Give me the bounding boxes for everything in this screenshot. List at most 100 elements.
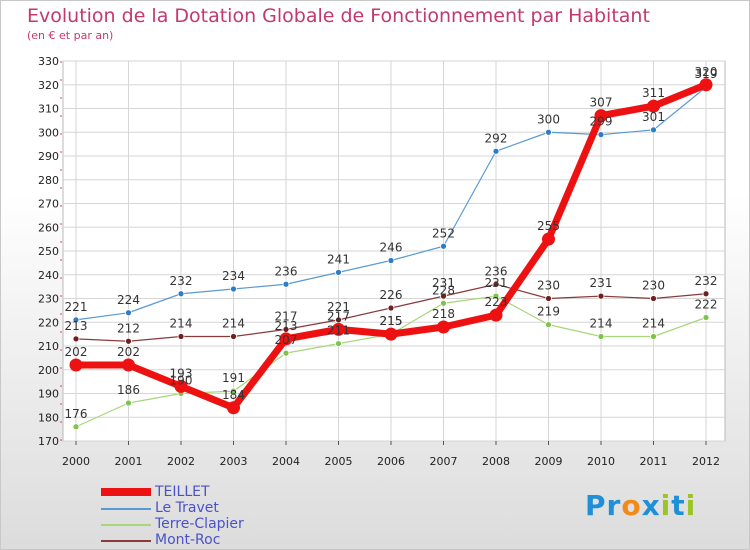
data-label: 252 bbox=[432, 226, 455, 240]
data-point-terre-clapier bbox=[492, 292, 500, 300]
x-tick-label: 2012 bbox=[692, 455, 720, 468]
data-label: 211 bbox=[327, 324, 350, 338]
data-point-mont-roc bbox=[702, 290, 710, 298]
data-label: 299 bbox=[590, 115, 613, 129]
data-point-terre-clapier bbox=[335, 340, 342, 348]
x-tick-label: 2009 bbox=[535, 455, 563, 468]
x-tick-label: 2000 bbox=[62, 455, 90, 468]
chart-subtitle: (en € et par an) bbox=[27, 29, 114, 42]
y-tick-label: 240 bbox=[38, 269, 59, 282]
y-tick-label: 270 bbox=[38, 198, 59, 211]
chart-title: Evolution de la Dotation Globale de Fonc… bbox=[27, 5, 650, 27]
data-label: 214 bbox=[642, 317, 665, 331]
x-tick-label: 2008 bbox=[482, 455, 510, 468]
data-label: 221 bbox=[65, 300, 88, 314]
legend-swatch-le-travet bbox=[101, 508, 151, 510]
data-label: 193 bbox=[170, 366, 193, 380]
data-label: 246 bbox=[380, 241, 403, 255]
x-tick-label: 2010 bbox=[587, 455, 615, 468]
data-label: 234 bbox=[222, 269, 245, 283]
data-label: 215 bbox=[380, 314, 403, 328]
data-label: 232 bbox=[695, 274, 718, 288]
data-point-teillet bbox=[69, 358, 83, 372]
data-point-le-travet bbox=[545, 128, 552, 136]
data-label: 300 bbox=[537, 112, 560, 126]
data-point-mont-roc bbox=[177, 333, 185, 340]
data-label: 232 bbox=[170, 274, 193, 288]
proxiti-logo: Proxiti bbox=[585, 489, 696, 522]
legend-item-terre-clapier: Terre-Clapier bbox=[101, 516, 321, 533]
data-point-mont-roc bbox=[440, 292, 447, 300]
y-tick-label: 180 bbox=[38, 411, 59, 424]
data-point-teillet bbox=[647, 99, 660, 113]
y-tick-label: 190 bbox=[38, 388, 59, 401]
data-point-terre-clapier bbox=[650, 333, 657, 340]
data-label: 221 bbox=[327, 300, 350, 314]
data-point-terre-clapier bbox=[702, 314, 710, 321]
y-tick-label: 260 bbox=[38, 221, 59, 234]
y-tick-label: 290 bbox=[38, 150, 59, 163]
data-label: 223 bbox=[485, 295, 508, 309]
legend-swatch-teillet bbox=[101, 488, 151, 496]
data-label: 214 bbox=[590, 317, 613, 331]
data-point-terre-clapier bbox=[545, 321, 552, 329]
y-tick-label: 280 bbox=[38, 174, 59, 187]
data-label: 184 bbox=[222, 388, 245, 402]
data-point-teillet bbox=[279, 332, 293, 346]
data-label: 301 bbox=[642, 110, 665, 124]
data-point-teillet bbox=[332, 322, 345, 336]
data-label: 226 bbox=[380, 288, 403, 302]
data-label: 230 bbox=[537, 279, 560, 293]
logo-letter: P bbox=[585, 489, 607, 522]
data-point-terre-clapier bbox=[282, 349, 290, 357]
data-point-mont-roc bbox=[492, 280, 500, 288]
data-point-teillet bbox=[122, 358, 135, 372]
x-tick-label: 2007 bbox=[430, 455, 458, 468]
data-point-le-travet bbox=[282, 280, 290, 288]
legend: TEILLET Le Travet Terre-Clapier Mont-Roc bbox=[101, 484, 321, 549]
y-tick-label: 320 bbox=[38, 79, 59, 92]
data-point-teillet bbox=[542, 232, 555, 246]
legend-swatch-mont-roc bbox=[101, 540, 151, 542]
logo-letter: t bbox=[671, 489, 686, 522]
data-point-le-travet bbox=[597, 131, 605, 139]
data-point-le-travet bbox=[650, 126, 657, 134]
data-point-mont-roc bbox=[72, 335, 80, 343]
data-point-teillet bbox=[489, 308, 503, 322]
data-label: 307 bbox=[590, 96, 613, 110]
x-tick-label: 2001 bbox=[115, 455, 143, 468]
data-label: 231 bbox=[485, 276, 508, 290]
y-tick-label: 300 bbox=[38, 126, 59, 139]
data-point-teillet bbox=[227, 401, 240, 415]
data-label: 213 bbox=[275, 319, 298, 333]
data-point-teillet bbox=[437, 320, 450, 334]
x-tick-label: 2005 bbox=[325, 455, 353, 468]
x-tick-label: 2002 bbox=[167, 455, 195, 468]
data-label: 217 bbox=[327, 309, 350, 323]
data-point-teillet bbox=[699, 78, 713, 92]
data-point-le-travet bbox=[440, 242, 447, 250]
data-label: 292 bbox=[485, 131, 508, 145]
data-label: 215 bbox=[380, 314, 403, 328]
legend-swatch-terre-clapier bbox=[101, 524, 151, 526]
data-point-le-travet bbox=[230, 285, 237, 293]
data-label: 217 bbox=[275, 309, 298, 323]
y-tick-label: 210 bbox=[38, 340, 59, 353]
data-label: 236 bbox=[485, 264, 508, 278]
x-tick-label: 2006 bbox=[377, 455, 405, 468]
data-point-teillet bbox=[384, 327, 398, 341]
data-point-le-travet bbox=[177, 290, 185, 298]
data-label: 191 bbox=[222, 371, 245, 385]
data-label: 190 bbox=[170, 374, 193, 388]
data-point-le-travet bbox=[387, 257, 395, 264]
x-tick-label: 2004 bbox=[272, 455, 300, 468]
data-point-mont-roc bbox=[597, 292, 605, 300]
data-point-le-travet bbox=[72, 316, 80, 324]
data-label: 219 bbox=[537, 305, 560, 319]
y-tick-label: 230 bbox=[38, 293, 59, 306]
data-point-terre-clapier bbox=[440, 299, 447, 307]
data-label: 176 bbox=[65, 407, 88, 421]
data-point-teillet bbox=[594, 109, 608, 123]
